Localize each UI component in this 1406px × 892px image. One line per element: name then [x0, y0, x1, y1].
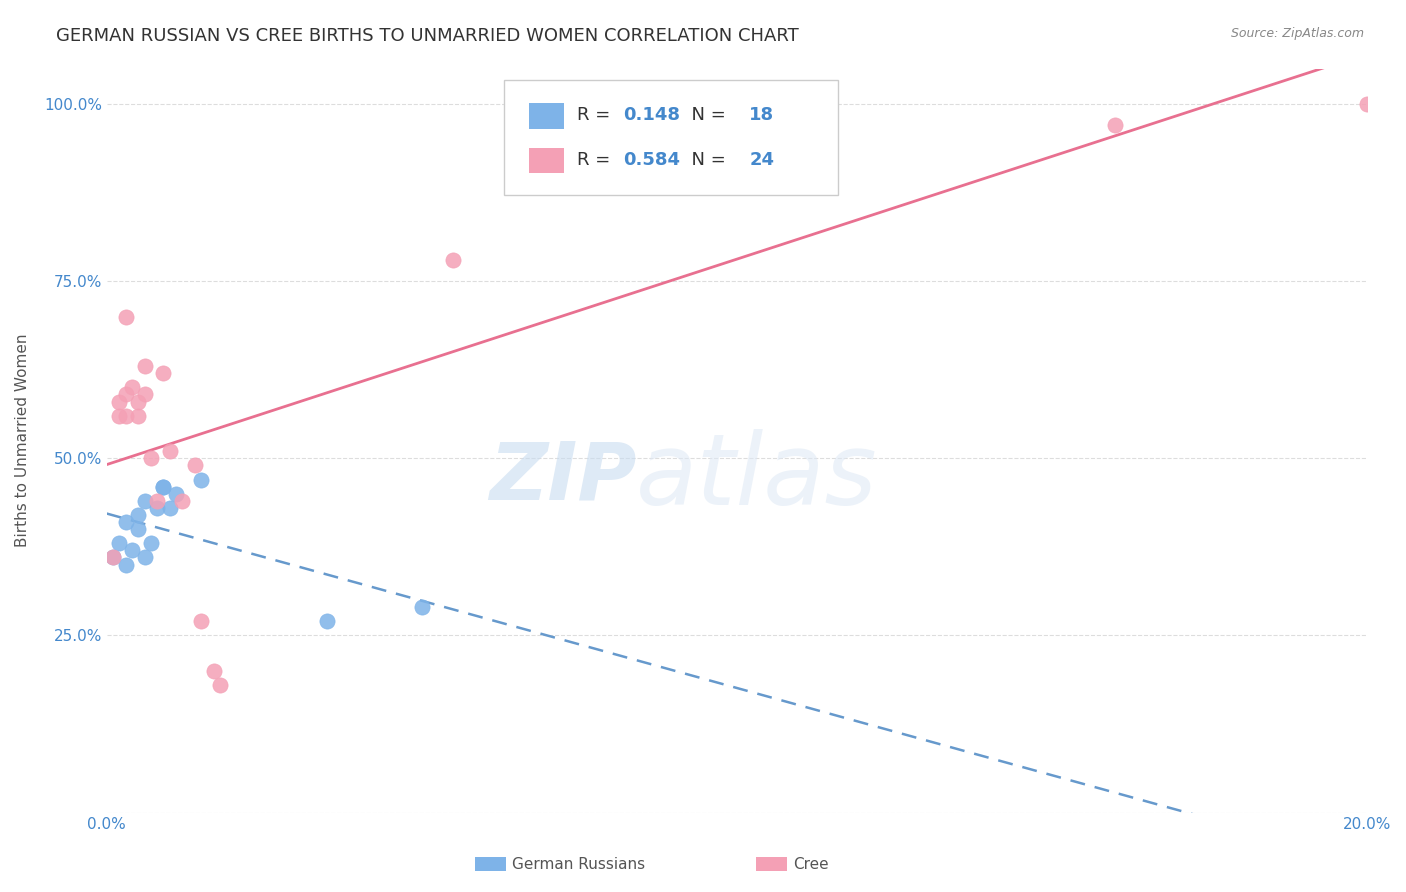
Text: 0.148: 0.148: [623, 106, 681, 124]
Point: [159, 444, 181, 458]
Point: [172, 493, 194, 508]
Point: [146, 493, 169, 508]
Point: [108, 394, 131, 409]
Point: [127, 409, 149, 423]
Point: [108, 536, 131, 550]
Text: GERMAN RUSSIAN VS CREE BIRTHS TO UNMARRIED WOMEN CORRELATION CHART: GERMAN RUSSIAN VS CREE BIRTHS TO UNMARRI…: [56, 27, 799, 45]
Point: [152, 366, 174, 380]
Text: N =: N =: [681, 106, 731, 124]
Point: [202, 664, 225, 678]
Point: [127, 508, 149, 522]
Point: [114, 387, 136, 401]
Bar: [529, 148, 564, 173]
Point: [139, 451, 162, 466]
Point: [411, 600, 433, 615]
Point: [134, 493, 156, 508]
Point: [121, 543, 143, 558]
Text: 0.584: 0.584: [623, 151, 681, 169]
Point: [134, 387, 156, 401]
Point: [1104, 118, 1126, 132]
Point: [139, 536, 162, 550]
Point: [184, 458, 207, 473]
Point: [159, 500, 181, 515]
Point: [316, 614, 339, 628]
Point: [114, 515, 136, 529]
Point: [127, 522, 149, 536]
FancyBboxPatch shape: [503, 79, 838, 195]
Point: [114, 558, 136, 572]
Text: N =: N =: [681, 151, 731, 169]
Text: 24: 24: [749, 151, 775, 169]
Point: [165, 486, 187, 500]
Point: [134, 359, 156, 373]
Point: [209, 678, 232, 692]
Point: [101, 550, 124, 565]
Point: [1355, 97, 1378, 112]
Point: [190, 473, 212, 487]
Point: [631, 125, 654, 139]
Text: Source: ZipAtlas.com: Source: ZipAtlas.com: [1230, 27, 1364, 40]
Text: atlas: atlas: [636, 429, 877, 526]
Point: [152, 480, 174, 494]
Point: [121, 380, 143, 394]
Point: [101, 550, 124, 565]
Point: [134, 550, 156, 565]
Bar: [529, 103, 564, 128]
Point: [127, 394, 149, 409]
Point: [114, 409, 136, 423]
Text: ZIP: ZIP: [489, 439, 636, 516]
Text: 18: 18: [749, 106, 775, 124]
Y-axis label: Births to Unmarried Women: Births to Unmarried Women: [15, 334, 30, 548]
Text: Cree: Cree: [793, 857, 828, 871]
Text: German Russians: German Russians: [512, 857, 645, 871]
Point: [108, 409, 131, 423]
Point: [146, 500, 169, 515]
Point: [441, 252, 464, 267]
Point: [114, 310, 136, 324]
Text: R =: R =: [576, 151, 616, 169]
Text: R =: R =: [576, 106, 616, 124]
Point: [190, 614, 212, 628]
Point: [152, 480, 174, 494]
